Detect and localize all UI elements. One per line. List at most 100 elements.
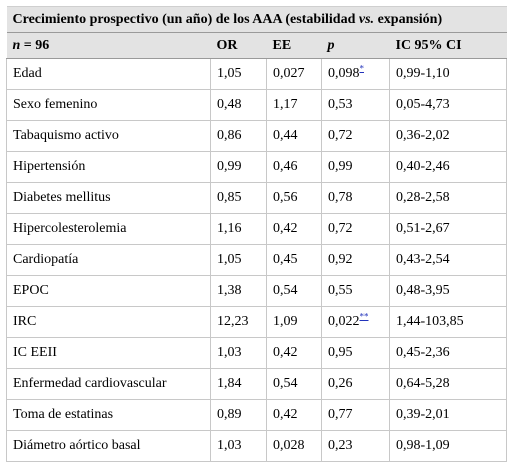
p-value: 0,098	[328, 66, 360, 81]
row-or: 0,89	[210, 399, 267, 431]
row-label: Cardiopatía	[6, 244, 211, 276]
table-row: Hipertensión 0,99 0,46 0,99 0,40-2,46	[6, 151, 508, 183]
row-ee: 0,42	[266, 337, 322, 369]
p-value: 0,72	[328, 128, 353, 143]
row-or: 1,05	[210, 58, 267, 90]
row-ee: 0,45	[266, 244, 322, 276]
row-p: 0,78	[321, 182, 390, 214]
row-or: 0,99	[210, 151, 267, 183]
row-label: Toma de estatinas	[6, 399, 211, 431]
row-p: 0,022**	[321, 306, 390, 338]
row-ee: 1,09	[266, 306, 322, 338]
footnote-link[interactable]: *	[359, 63, 365, 74]
row-or: 1,03	[210, 337, 267, 369]
header-n-value: = 96	[20, 37, 50, 53]
row-ee: 0,027	[266, 58, 322, 90]
row-p: 0,95	[321, 337, 390, 369]
p-value: 0,23	[328, 438, 353, 453]
row-or: 0,86	[210, 120, 267, 152]
row-ic: 0,48-3,95	[388, 275, 508, 307]
header-ic: IC 95% CI	[389, 32, 507, 59]
table-caption-row: Crecimiento prospectivo (un año) de los …	[6, 6, 507, 33]
row-ee: 0,42	[266, 399, 322, 431]
p-value: 0,99	[328, 159, 353, 174]
caption-pre: Crecimiento prospectivo (un año) de los …	[12, 11, 359, 27]
row-label: Tabaquismo activo	[6, 120, 211, 152]
row-ic: 0,45-2,36	[388, 337, 508, 369]
column-header-row: n = 96 OR EE p IC 95% CI	[6, 32, 507, 59]
row-ee: 0,46	[266, 151, 322, 183]
row-label: Hipercolesterolemia	[6, 213, 211, 245]
row-ee: 0,54	[266, 368, 322, 400]
row-p: 0,72	[321, 213, 390, 245]
table-row: Cardiopatía 1,05 0,45 0,92 0,43-2,54	[6, 244, 508, 276]
row-or: 1,05	[210, 244, 267, 276]
row-or: 1,84	[210, 368, 267, 400]
row-label: Enfermedad cardiovascular	[6, 368, 211, 400]
row-label: IRC	[6, 306, 211, 338]
header-p: p	[321, 32, 390, 59]
row-label: Diabetes mellitus	[6, 182, 211, 214]
table-row: Sexo femenino 0,48 1,17 0,53 0,05-4,73	[6, 89, 508, 121]
table-row: Hipercolesterolemia 1,16 0,42 0,72 0,51-2,67	[6, 213, 508, 245]
row-p: 0,77	[321, 399, 390, 431]
row-ic: 0,64-5,28	[388, 368, 508, 400]
row-ic: 0,51-2,67	[388, 213, 508, 245]
table-caption: Crecimiento prospectivo (un año) de los …	[6, 6, 507, 33]
row-ic: 0,40-2,46	[388, 151, 508, 183]
row-p: 0,55	[321, 275, 390, 307]
table-row: Toma de estatinas 0,89 0,42 0,77 0,39-2,01	[6, 399, 508, 431]
caption-vs: vs.	[358, 11, 375, 27]
table-row: Enfermedad cardiovascular 1,84 0,54 0,26 0,6…	[6, 368, 508, 400]
table-row: EPOC 1,38 0,54 0,55 0,48-3,95	[6, 275, 508, 307]
row-p: 0,99	[321, 151, 390, 183]
row-ee: 0,028	[266, 430, 322, 462]
row-ic: 0,36-2,02	[388, 120, 508, 152]
row-p: 0,23	[321, 430, 390, 462]
row-ic: 0,39-2,01	[388, 399, 508, 431]
row-or: 1,38	[210, 275, 267, 307]
header-n-symbol: n	[12, 37, 21, 53]
row-or: 0,48	[210, 89, 267, 121]
row-p: 0,098*	[321, 58, 390, 90]
p-value: 0,53	[328, 97, 353, 112]
p-value: 0,92	[328, 252, 353, 267]
table-row: IC EEII 1,03 0,42 0,95 0,45-2,36	[6, 337, 508, 369]
p-value: 0,72	[328, 221, 353, 236]
row-ic: 0,43-2,54	[388, 244, 508, 276]
row-or: 0,85	[210, 182, 267, 214]
row-ee: 1,17	[266, 89, 322, 121]
row-p: 0,72	[321, 120, 390, 152]
table-row: IRC 12,23 1,09 0,022** 1,44-103,85	[6, 306, 508, 338]
p-value: 0,95	[328, 345, 353, 360]
table-body: Edad 1,05 0,027 0,098* 0,99-1,10 Sexo femenin…	[6, 58, 508, 462]
row-ic: 0,28-2,58	[388, 182, 508, 214]
row-ic: 0,05-4,73	[388, 89, 508, 121]
row-or: 1,16	[210, 213, 267, 245]
p-value: 0,55	[328, 283, 353, 298]
row-p: 0,26	[321, 368, 390, 400]
table-row: Diabetes mellitus 0,85 0,56 0,78 0,28-2,58	[6, 182, 508, 214]
table-row: Tabaquismo activo 0,86 0,44 0,72 0,36-2,02	[6, 120, 508, 152]
p-value: 0,022	[328, 314, 360, 329]
row-ic: 1,44-103,85	[388, 306, 508, 338]
p-value: 0,26	[328, 376, 353, 391]
row-ee: 0,42	[266, 213, 322, 245]
row-p: 0,53	[321, 89, 390, 121]
row-ee: 0,44	[266, 120, 322, 152]
table-row: Diámetro aórtico basal 1,03 0,028 0,23 0,98-…	[6, 430, 508, 462]
footnote-link[interactable]: **	[359, 311, 369, 322]
row-label: Diámetro aórtico basal	[6, 430, 211, 462]
row-ee: 0,56	[266, 182, 322, 214]
p-value: 0,77	[328, 407, 353, 422]
row-ee: 0,54	[266, 275, 322, 307]
table-row: Edad 1,05 0,027 0,098* 0,99-1,10	[6, 58, 508, 90]
header-n: n = 96	[6, 32, 211, 59]
row-label: EPOC	[6, 275, 211, 307]
row-or: 1,03	[210, 430, 267, 462]
row-label: Sexo femenino	[6, 89, 211, 121]
caption-post: expansión)	[374, 11, 443, 27]
row-ic: 0,98-1,09	[388, 430, 508, 462]
results-table: Crecimiento prospectivo (un año) de los …	[6, 6, 508, 462]
p-value: 0,78	[328, 190, 353, 205]
